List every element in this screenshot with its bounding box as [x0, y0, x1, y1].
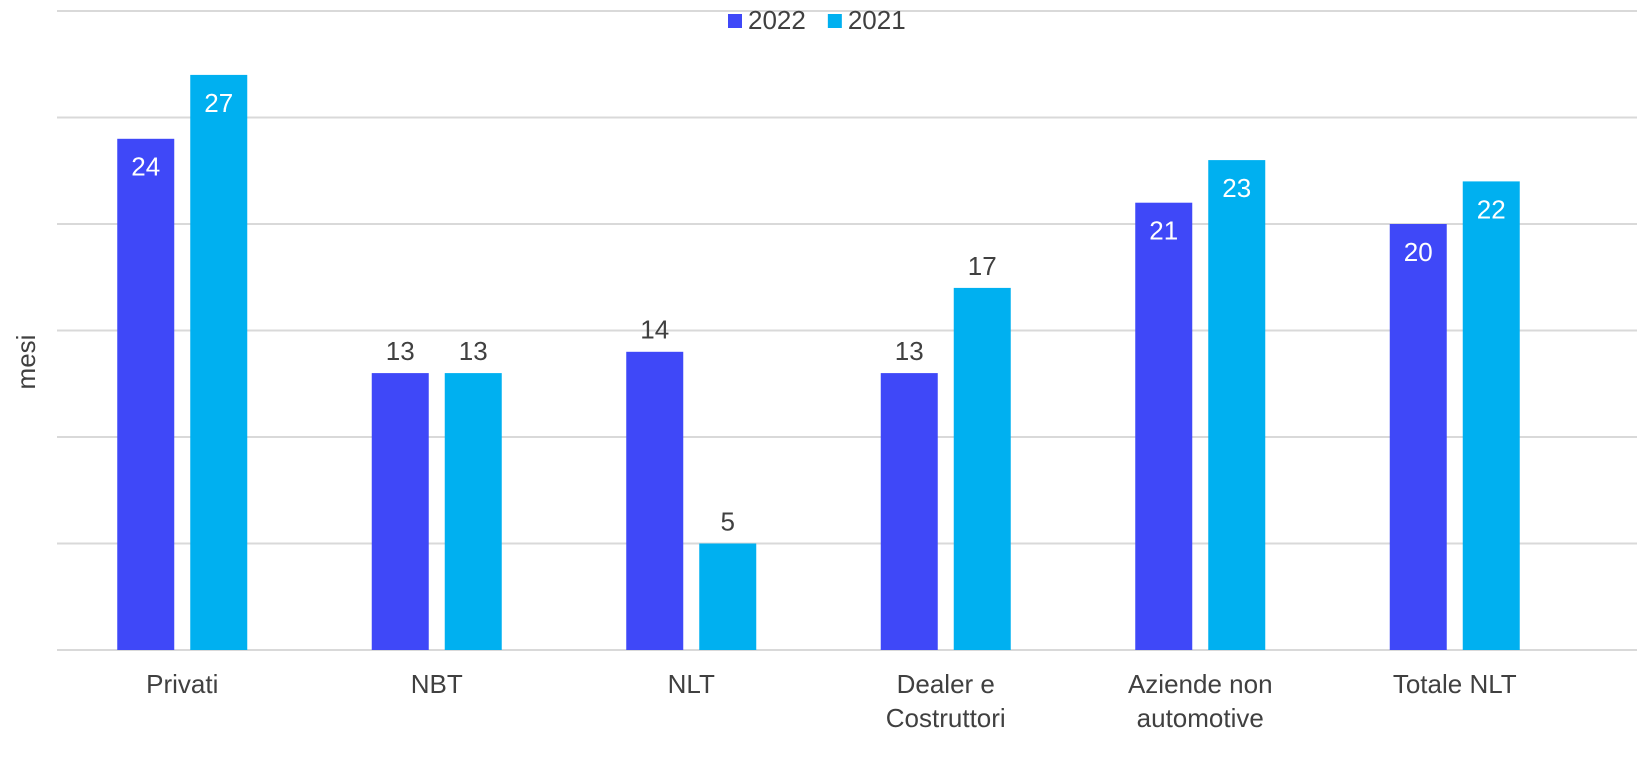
bar — [117, 138, 175, 651]
data-label: 24 — [131, 152, 160, 182]
bar — [1462, 181, 1520, 650]
x-tick-label: NBT — [411, 669, 463, 699]
data-label: 13 — [459, 336, 488, 366]
bar — [1208, 160, 1266, 650]
x-tick-label: NLT — [668, 669, 715, 699]
x-tick-label: Dealer e Costruttori — [886, 669, 1006, 733]
bar — [371, 373, 429, 650]
data-label: 27 — [204, 88, 233, 118]
data-label: 21 — [1149, 216, 1178, 246]
data-label: 13 — [895, 336, 924, 366]
bar — [1135, 202, 1193, 650]
bar — [953, 287, 1011, 650]
x-tick-label: Privati — [146, 669, 218, 699]
data-label: 14 — [640, 315, 669, 345]
bar — [190, 74, 248, 650]
legend-swatch — [728, 14, 742, 28]
x-tick-label: Aziende non automotive — [1128, 669, 1273, 733]
bar — [880, 373, 938, 650]
legend-label: 2022 — [748, 5, 806, 35]
legend-swatch — [827, 14, 842, 28]
y-axis-label: mesi — [11, 335, 41, 390]
data-label: 5 — [721, 506, 735, 536]
x-tick-label: Totale NLT — [1393, 669, 1517, 699]
bar — [699, 543, 757, 650]
data-label: 20 — [1404, 237, 1433, 267]
bar — [1389, 224, 1447, 650]
data-label: 23 — [1222, 173, 1251, 203]
bar — [444, 373, 502, 650]
data-label: 22 — [1477, 194, 1506, 224]
bar — [626, 351, 684, 650]
data-label: 17 — [968, 251, 997, 281]
legend-label: 2021 — [848, 5, 906, 35]
data-label: 13 — [386, 336, 415, 366]
